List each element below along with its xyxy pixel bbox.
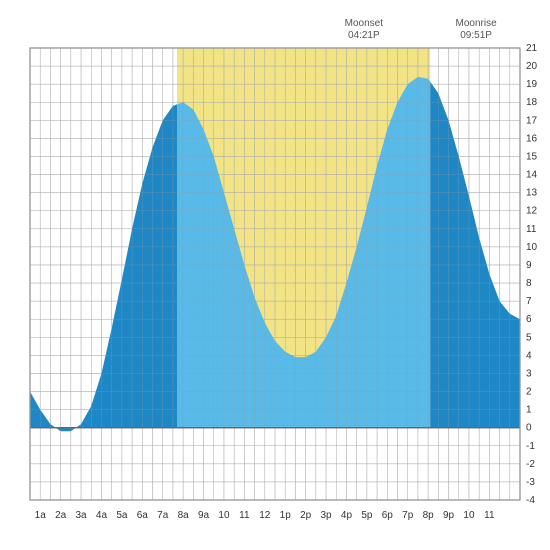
top-label-title: Moonset: [339, 18, 389, 30]
top-label-value: 04:21P: [339, 30, 389, 42]
y-tick-label: 9: [526, 260, 532, 271]
top-label-title: Moonrise: [451, 18, 501, 30]
x-tick-label: 5p: [361, 510, 373, 521]
x-tick-label: 8p: [423, 510, 435, 521]
x-tick-label: 1p: [280, 510, 292, 521]
x-tick-label: 7p: [402, 510, 414, 521]
x-tick-label: 9p: [443, 510, 455, 521]
y-tick-label: 10: [526, 242, 538, 253]
x-tick-label: 6a: [137, 510, 149, 521]
y-tick-label: 19: [526, 79, 538, 90]
x-tick-label: 10: [218, 510, 230, 521]
y-tick-label: 4: [526, 350, 532, 361]
y-tick-label: 1: [526, 405, 532, 416]
y-tick-label: 17: [526, 115, 538, 126]
tide-chart: -4-3-2-101234567891011121314151617181920…: [0, 0, 550, 550]
y-tick-label: 6: [526, 314, 532, 325]
x-tick-label: 7a: [157, 510, 169, 521]
y-tick-label: 3: [526, 368, 532, 379]
x-tick-label: 8a: [178, 510, 190, 521]
y-tick-label: 7: [526, 296, 532, 307]
x-tick-label: 1a: [35, 510, 47, 521]
x-tick-label: 2a: [55, 510, 67, 521]
y-tick-label: 5: [526, 332, 532, 343]
y-tick-label: 13: [526, 188, 538, 199]
y-tick-label: 15: [526, 151, 538, 162]
x-tick-label: 6p: [382, 510, 394, 521]
x-tick-label: 2p: [300, 510, 312, 521]
x-tick-label: 11: [484, 510, 495, 521]
y-tick-label: 0: [526, 423, 532, 434]
x-tick-label: 4a: [96, 510, 108, 521]
y-tick-label: 14: [526, 170, 538, 181]
y-tick-label: 21: [526, 43, 538, 54]
x-tick-label: 11: [239, 510, 250, 521]
x-tick-label: 12: [259, 510, 271, 521]
y-tick-label: 12: [526, 206, 538, 217]
x-tick-label: 9a: [198, 510, 210, 521]
x-tick-label: 3a: [75, 510, 87, 521]
y-tick-label: 16: [526, 133, 538, 144]
x-tick-label: 10: [463, 510, 475, 521]
y-tick-label: -1: [526, 441, 535, 452]
y-tick-label: -4: [526, 495, 535, 506]
moonrise-label: Moonrise09:51P: [451, 18, 501, 42]
y-tick-label: -3: [526, 477, 535, 488]
x-tick-label: 3p: [320, 510, 332, 521]
y-tick-label: -2: [526, 459, 535, 470]
x-tick-label: 5a: [116, 510, 128, 521]
y-tick-label: 11: [526, 224, 537, 235]
y-tick-label: 20: [526, 61, 538, 72]
top-label-value: 09:51P: [451, 30, 501, 42]
moonset-label: Moonset04:21P: [339, 18, 389, 42]
x-tick-label: 4p: [341, 510, 353, 521]
y-tick-label: 18: [526, 97, 538, 108]
y-tick-label: 8: [526, 278, 532, 289]
y-tick-label: 2: [526, 387, 532, 398]
chart-svg: -4-3-2-101234567891011121314151617181920…: [0, 0, 550, 550]
